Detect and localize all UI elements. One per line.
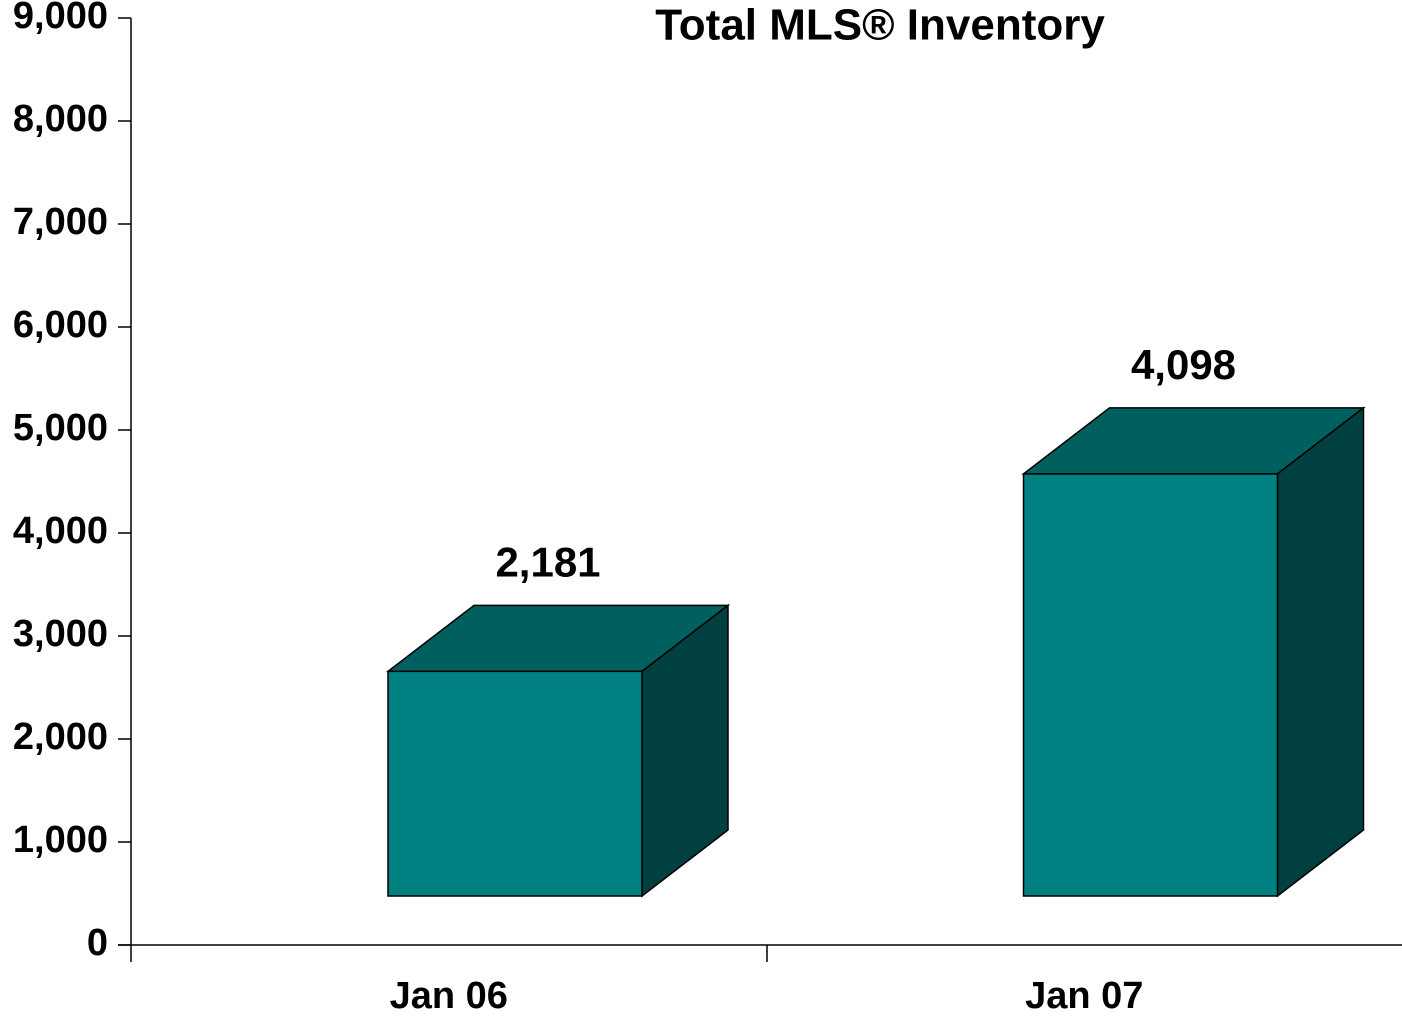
chart-title: Total MLS® Inventory <box>655 1 1105 50</box>
bar <box>387 670 643 897</box>
y-tick-label: 7,000 <box>13 201 108 243</box>
y-tick-label: 5,000 <box>13 407 108 449</box>
bar-side <box>1276 406 1365 898</box>
x-tick-label: Jan 06 <box>390 975 508 1017</box>
y-tick-label: 6,000 <box>13 304 108 346</box>
y-tick-label: 4,000 <box>13 510 108 552</box>
y-tick-label: 1,000 <box>13 819 108 861</box>
bar <box>1022 473 1279 897</box>
y-tick-label: 8,000 <box>13 98 108 140</box>
value-label: 2,181 <box>495 538 600 585</box>
value-label: 4,098 <box>1131 341 1236 388</box>
y-tick-label: 0 <box>87 922 108 964</box>
y-tick-label: 2,000 <box>13 716 108 758</box>
x-tick-label: Jan 07 <box>1025 975 1143 1017</box>
y-tick-label: 3,000 <box>13 613 108 655</box>
y-tick-label: 9,000 <box>13 0 108 37</box>
